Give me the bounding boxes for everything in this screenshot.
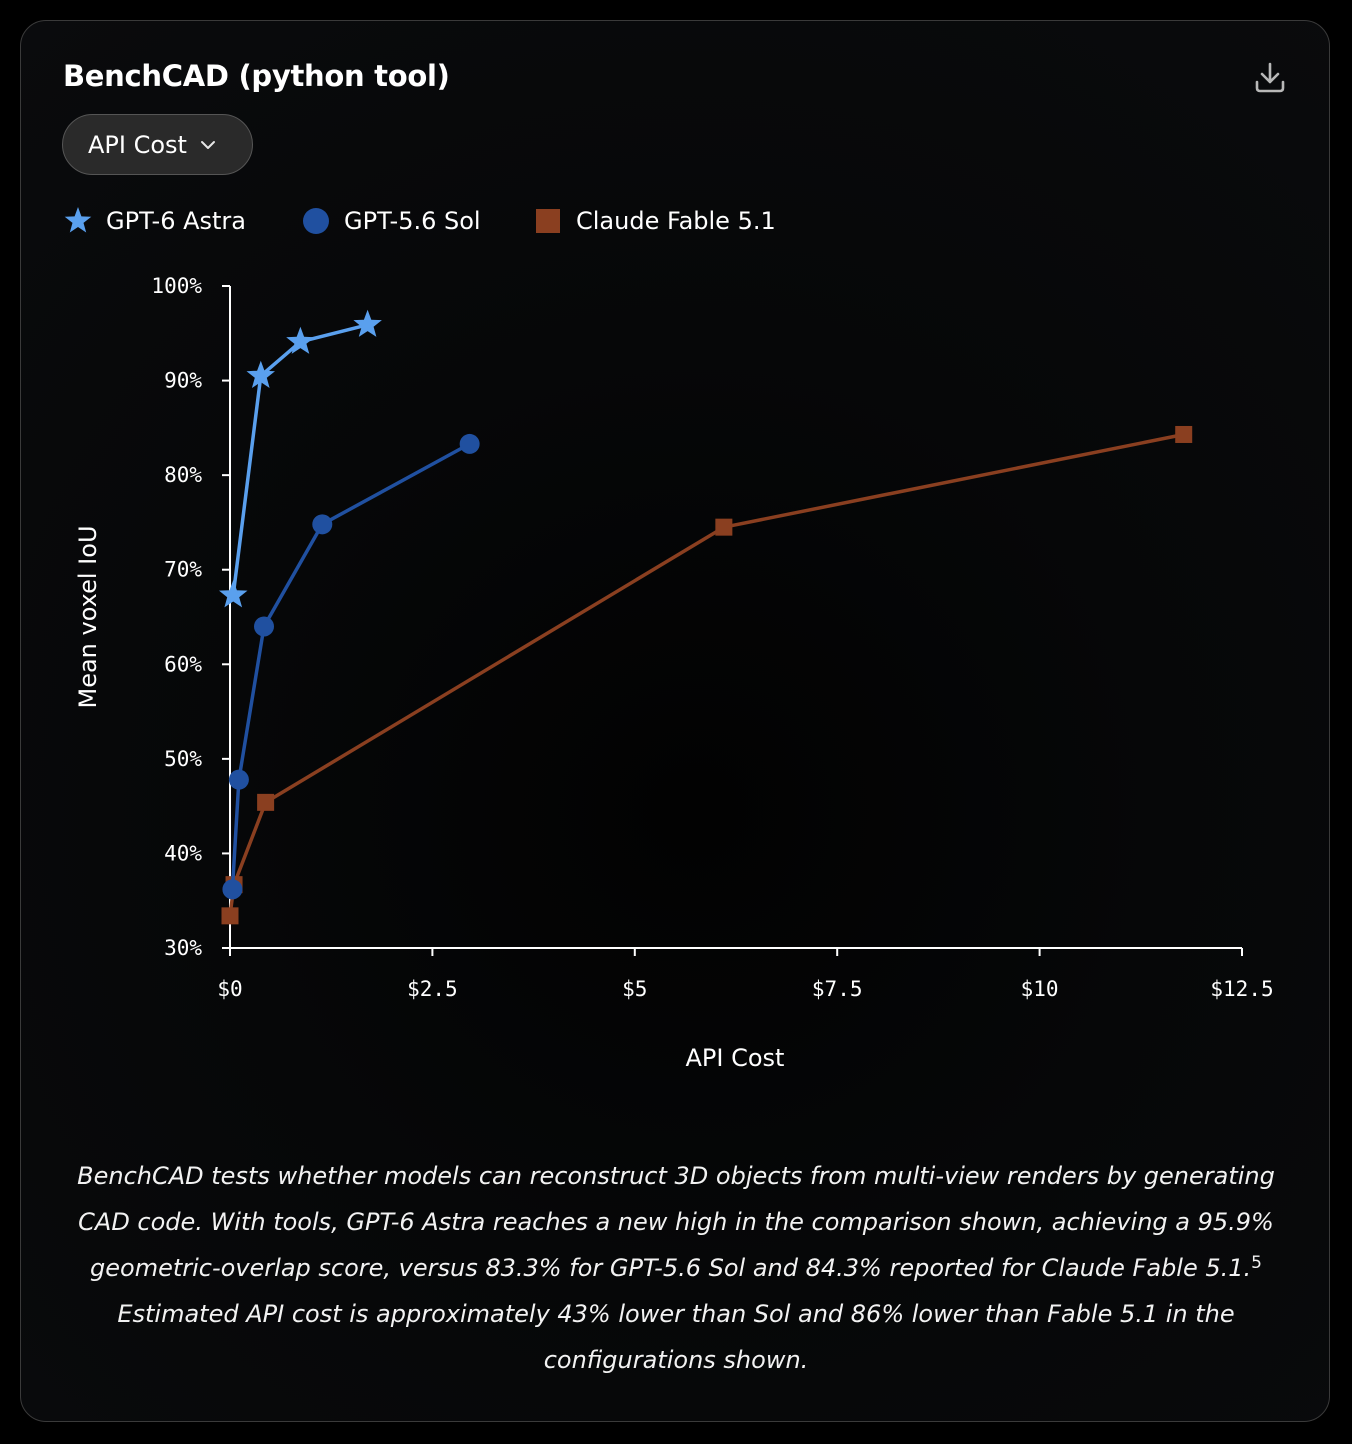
- caption-text: BenchCAD tests whether models can recons…: [77, 1162, 1275, 1282]
- download-icon: [1255, 62, 1285, 93]
- legend-item-gpt-5-6-sol[interactable]: GPT-5.6 Sol: [300, 205, 481, 237]
- y-tick-label: 90%: [164, 369, 202, 393]
- x-tick-label: $7.5: [812, 977, 863, 1001]
- legend-label: GPT-6 Astra: [106, 207, 246, 235]
- chevron-down-icon: [200, 140, 215, 149]
- chart-card: [20, 20, 1330, 1422]
- y-axis-label: Mean voxel IoU: [74, 525, 102, 708]
- data-point-claude-fable-5-1: [221, 907, 239, 925]
- x-tick-label: $5: [622, 977, 647, 1001]
- data-point-gpt-6-astra: [286, 326, 315, 354]
- circle-icon: [303, 208, 329, 234]
- data-point-gpt-5-6-sol: [228, 769, 249, 790]
- y-tick-label: 100%: [151, 274, 202, 298]
- page-title: BenchCAD (python tool): [63, 59, 450, 93]
- caption-text-continued: Estimated API cost is approximately 43% …: [117, 1300, 1235, 1374]
- y-tick-label: 50%: [164, 747, 202, 771]
- star-icon: [64, 207, 92, 233]
- y-tick-label: 40%: [164, 841, 202, 865]
- series-line-gpt-5-6-sol: [230, 442, 471, 890]
- footnote-marker[interactable]: 5: [1251, 1253, 1262, 1273]
- data-point-claude-fable-5-1: [715, 518, 733, 536]
- series-line-gpt-6-astra: [231, 323, 369, 596]
- y-tick-label: 70%: [164, 558, 202, 582]
- download-button[interactable]: [1250, 58, 1290, 98]
- data-point-claude-fable-5-1: [1175, 425, 1193, 443]
- chart-caption: BenchCAD tests whether models can recons…: [60, 1153, 1292, 1383]
- x-axis-label: API Cost: [686, 1044, 785, 1072]
- legend-item-claude-fable-5-1[interactable]: Claude Fable 5.1: [532, 205, 776, 237]
- data-point-gpt-6-astra: [353, 309, 382, 337]
- line-chart: 30% 40% 50% 60% 70% 80% 90% 100% $0 $2.5 $5 $7.5 $10…: [74, 274, 1274, 1072]
- x-tick-label: $10: [1021, 977, 1059, 1001]
- data-point-gpt-5-6-sol: [459, 433, 480, 454]
- data-point-gpt-6-astra: [219, 580, 248, 608]
- dropdown-selected-label: API Cost: [88, 130, 187, 159]
- data-point-claude-fable-5-1: [257, 793, 275, 811]
- square-icon: [536, 209, 560, 233]
- data-point-gpt-5-6-sol: [254, 616, 275, 637]
- legend-label: GPT-5.6 Sol: [344, 207, 481, 235]
- x-tick-label: $2.5: [407, 977, 458, 1001]
- data-point-gpt-6-astra: [246, 360, 275, 388]
- y-tick-label: 30%: [164, 936, 202, 960]
- x-tick-label: $0: [217, 977, 242, 1001]
- metric-dropdown[interactable]: API Cost: [62, 114, 253, 175]
- series-line-claude-fable-5-1: [228, 432, 1185, 917]
- legend-label: Claude Fable 5.1: [576, 207, 776, 235]
- x-tick-label: $12.5: [1210, 977, 1273, 1001]
- y-tick-label: 80%: [164, 463, 202, 487]
- data-point-gpt-5-6-sol: [222, 879, 243, 900]
- legend-item-gpt-6-astra[interactable]: GPT-6 Astra: [62, 205, 246, 237]
- data-point-gpt-5-6-sol: [312, 514, 333, 535]
- y-tick-label: 60%: [164, 652, 202, 676]
